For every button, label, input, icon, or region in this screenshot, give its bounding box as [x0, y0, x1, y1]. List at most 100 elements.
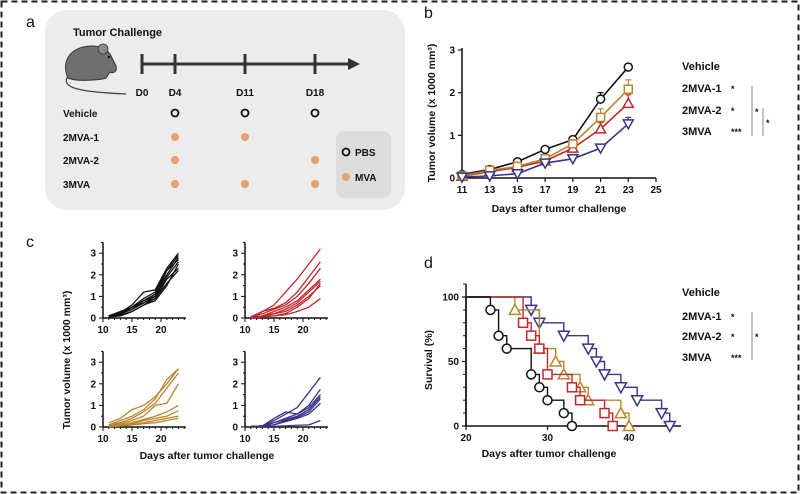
panel-label-a: a: [26, 14, 35, 31]
individual-curve: [250, 261, 321, 318]
pbs-legend-label: PBS: [355, 148, 376, 159]
y-tick-label: 2: [232, 270, 238, 281]
x-tick-label: 15: [268, 434, 280, 445]
marker-triangle-down: [511, 168, 524, 181]
marker-circle: [566, 420, 578, 432]
marker-circle: [525, 369, 537, 380]
group-label: 2MVA-1: [63, 133, 99, 144]
y-tick-label: 2: [449, 88, 455, 99]
y-axis-title: Tumor volume (x 1000 mm³): [61, 291, 73, 430]
marker-circle: [493, 330, 504, 341]
x-tick-label: 21: [595, 185, 607, 196]
panel-a: a Tumor Challenge D0 D4 D11 D18 Vehicle 2MVA-…: [26, 10, 405, 210]
individual-curve: [108, 254, 179, 317]
survival-2MVA-1: [466, 296, 618, 432]
panel-d-chart: 0 50 100 20 30 40 Days after tumor challenge Su…: [423, 283, 759, 460]
panel-label-c: c: [26, 234, 34, 251]
significance-stars: *: [731, 84, 735, 94]
marker-triangle-down: [630, 394, 644, 408]
individual-curve: [108, 410, 179, 428]
y-tick-label: 0: [232, 314, 238, 325]
legend-entry: Vehicle: [682, 61, 720, 73]
mva-legend-label: MVA: [355, 173, 376, 184]
marker-square: [568, 139, 578, 149]
mva-dose-icon: [311, 156, 319, 164]
y-tick-label: 3: [90, 249, 96, 260]
subplot-2MVA-2: 0 1 2 3 10 15 20: [90, 350, 186, 445]
legend-entry: 2MVA-1: [682, 311, 722, 323]
group-label: 3MVA: [63, 180, 90, 191]
survival-3MVA: [466, 296, 677, 434]
marker-triangle-down: [622, 119, 635, 131]
marker-square: [595, 112, 606, 123]
x-axis-title: Days after tumor challenge: [492, 203, 627, 215]
mva-dose-icon: [171, 156, 179, 164]
y-tick-label: 1: [232, 292, 238, 303]
x-tick-label: 15: [268, 325, 280, 336]
marker-triangle: [614, 406, 628, 419]
timepoint-label: D0: [136, 88, 149, 99]
x-tick-label: 15: [126, 325, 138, 336]
marker-triangle-down: [662, 420, 677, 434]
individual-curve: [108, 372, 179, 426]
y-tick-label: 2: [90, 379, 96, 390]
marker-triangle: [508, 302, 522, 316]
significance-stars: ***: [731, 353, 742, 363]
significance-stars: ***: [731, 127, 742, 137]
timepoint-label: D18: [306, 88, 325, 99]
bracket-star: *: [766, 118, 770, 128]
marker-triangle-down: [597, 369, 612, 382]
individual-curve: [250, 419, 321, 428]
x-tick-label: 20: [155, 325, 167, 336]
marker-square: [566, 382, 578, 393]
pbs-legend-icon: [341, 147, 351, 157]
y-tick-label: 3: [232, 249, 238, 260]
significance-stars: *: [731, 106, 735, 116]
x-tick-label: 10: [239, 325, 251, 336]
y-tick-label: 3: [90, 358, 96, 369]
timepoint-label: D4: [169, 88, 182, 99]
x-tick-label: 17: [540, 185, 552, 196]
mva-dose-icon: [311, 180, 319, 188]
x-tick-label: 20: [297, 434, 309, 445]
y-tick-label: 100: [442, 293, 459, 304]
x-tick-label: 10: [97, 325, 109, 336]
marker-triangle: [622, 96, 635, 109]
y-tick-label: 1: [90, 401, 96, 412]
marker-circle: [534, 382, 545, 393]
individual-curve: [250, 280, 321, 319]
significance-stars: *: [731, 312, 735, 322]
individual-curve: [108, 383, 179, 427]
x-tick-label: 10: [97, 434, 109, 445]
y-tick-label: 0: [453, 422, 459, 433]
y-tick-label: 0: [232, 423, 238, 434]
marker-square: [534, 343, 545, 354]
marker-circle: [558, 407, 570, 419]
x-tick-label: 30: [542, 433, 554, 444]
individual-curve: [108, 257, 179, 317]
group-label: Vehicle: [63, 109, 98, 120]
marker-square: [599, 407, 610, 419]
legend-entry: Vehicle: [682, 287, 720, 299]
marker-circle: [485, 304, 496, 316]
x-tick-label: 10: [239, 434, 251, 445]
y-tick-label: 0: [90, 314, 96, 325]
legend-entry: 2MVA-2: [682, 105, 722, 117]
marker-square: [542, 369, 553, 380]
individual-curve: [250, 298, 321, 319]
timeline-arrow-icon: [348, 58, 360, 70]
subplot-3MVA: 0 1 2 3 10 15 20: [232, 350, 328, 445]
x-tick-label: 15: [512, 185, 524, 196]
schedule-grid: D0 D4 D11 D18 Vehicle 2MVA-1 2MVA-2 3MVA: [63, 54, 325, 191]
bracket-star: *: [755, 332, 759, 342]
pbs-dose-icon: [240, 108, 250, 118]
marker-circle: [623, 62, 634, 72]
marker-triangle-down: [455, 172, 469, 184]
y-tick-label: 1: [90, 292, 96, 303]
dose-legend-box: [336, 131, 391, 198]
individual-curve: [108, 263, 179, 318]
legend-entry: 2MVA-1: [682, 83, 722, 95]
x-tick-label: 15: [126, 434, 138, 445]
